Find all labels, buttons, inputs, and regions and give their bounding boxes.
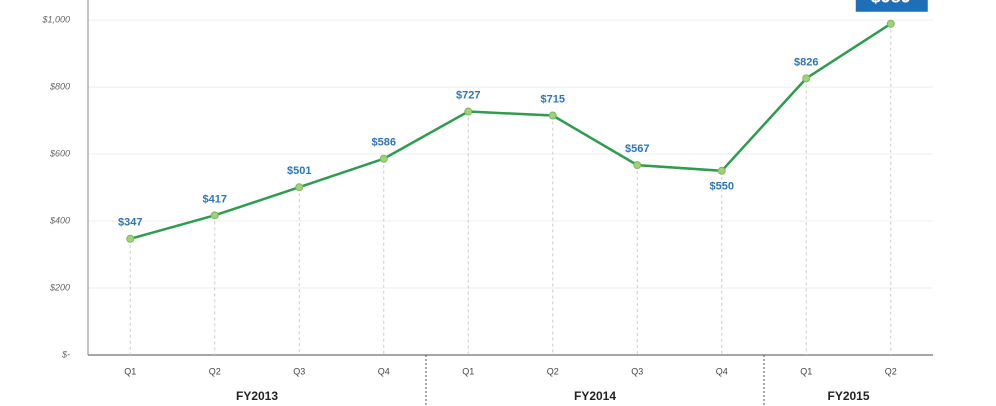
- point: [633, 161, 642, 170]
- value-label: $715: [541, 93, 565, 105]
- group-label: FY2013: [236, 389, 278, 403]
- y-tick-label: $-: [61, 349, 70, 359]
- x-tick-label: Q1: [462, 366, 474, 376]
- x-tick-label: Q3: [293, 366, 305, 376]
- x-tick-label: Q2: [547, 366, 559, 376]
- x-tick-label: Q4: [716, 366, 728, 376]
- y-tick-label: $1,000: [41, 14, 70, 24]
- y-tick-label: $600: [49, 148, 70, 158]
- value-label: $550: [710, 181, 734, 193]
- x-tick-label: Q3: [631, 366, 643, 376]
- value-label: $989: [871, 0, 911, 7]
- value-label: $567: [625, 143, 649, 155]
- group-label: FY2014: [574, 389, 616, 403]
- x-tick-label: Q4: [378, 366, 390, 376]
- group-label: FY2015: [827, 389, 869, 403]
- series-line: [129, 22, 892, 240]
- point: [464, 107, 473, 116]
- point: [295, 183, 304, 192]
- y-tick-label: $800: [49, 81, 70, 91]
- x-tick-label: Q1: [124, 366, 136, 376]
- value-label: $826: [794, 56, 818, 68]
- point: [126, 234, 135, 243]
- point: [717, 166, 726, 175]
- point: [379, 154, 388, 163]
- point: [210, 211, 219, 220]
- value-label: $586: [372, 137, 396, 149]
- point: [886, 19, 895, 28]
- point: [548, 111, 557, 120]
- point: [802, 74, 811, 83]
- x-tick-label: Q2: [885, 366, 897, 376]
- y-tick-label: $200: [49, 282, 70, 292]
- x-tick-label: Q1: [800, 366, 812, 376]
- value-label: $417: [203, 193, 227, 205]
- highlight-box: [855, 0, 928, 12]
- x-tick-label: Q2: [209, 366, 221, 376]
- value-label: $727: [456, 89, 480, 101]
- value-label: $347: [118, 217, 142, 229]
- value-label: $501: [287, 165, 311, 177]
- y-tick-label: $400: [49, 215, 70, 225]
